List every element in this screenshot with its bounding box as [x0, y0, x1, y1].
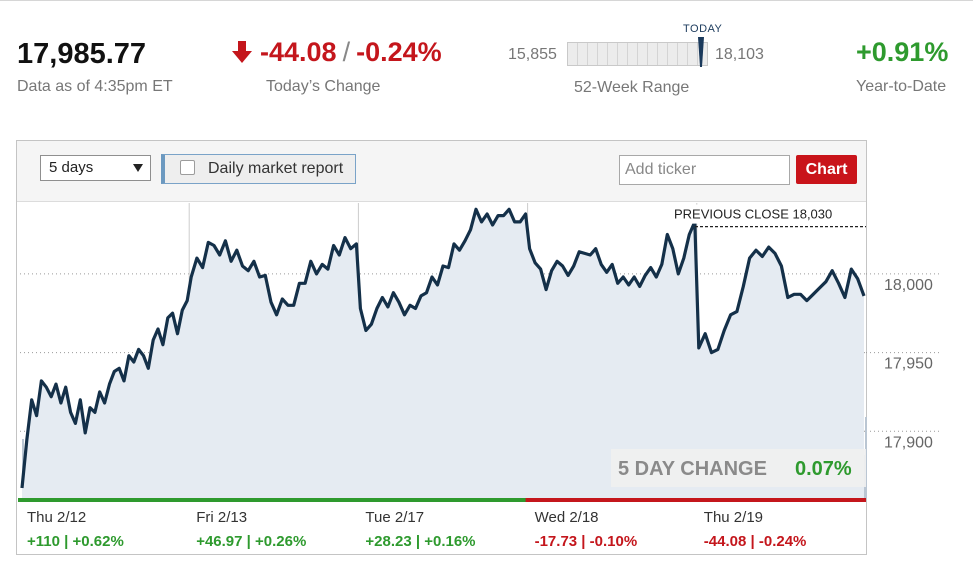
five-day-change-bg	[611, 449, 866, 487]
day-change: +28.23 | +0.16%	[365, 533, 475, 550]
change-separator: /	[342, 37, 351, 67]
price-line	[20, 207, 866, 489]
top-divider	[0, 0, 973, 1]
previous-close-label: PREVIOUS CLOSE 18,030	[674, 207, 832, 222]
range-high: 18,103	[715, 46, 764, 63]
day-direction-bar	[356, 498, 528, 502]
arrow-down-icon	[232, 41, 252, 63]
five-day-change-value: 0.07%	[795, 458, 852, 480]
day-change: -17.73 | -0.10%	[535, 533, 638, 550]
price-area	[22, 209, 864, 500]
day-direction-bar	[525, 498, 697, 502]
daily-direction-baseline	[18, 498, 866, 502]
day-direction-bar	[694, 498, 866, 502]
y-tick-label: 17,950	[884, 356, 933, 373]
daily-report-checkbox[interactable]	[180, 160, 195, 175]
y-tick-label: 17,900	[884, 434, 933, 451]
range-label: 52-Week Range	[574, 79, 690, 96]
chart-button[interactable]: Chart	[796, 155, 857, 184]
ytd-label: Year-to-Date	[856, 78, 947, 95]
change-percent: -0.24%	[356, 37, 442, 67]
day-change: +110 | +0.62%	[27, 533, 124, 550]
range-low: 15,855	[508, 46, 557, 63]
day-summaries: Thu 2/12 +110 | +0.62% Fri 2/13 +46.97 | +0…	[27, 509, 806, 550]
day-change: +46.97 | +0.26%	[196, 533, 306, 550]
day-change: -44.08 | -0.24%	[704, 533, 807, 550]
daily-report-label[interactable]: Daily market report	[208, 160, 344, 177]
five-day-change-label: 5 DAY CHANGE	[618, 458, 767, 480]
change-value: -44.08	[260, 37, 337, 67]
day-label: Thu 2/12	[27, 509, 86, 526]
range-today-label: TODAY	[683, 23, 723, 35]
previous-close-label-bg	[669, 204, 862, 224]
day-label: Thu 2/19	[704, 509, 763, 526]
day-label: Tue 2/17	[365, 509, 424, 526]
day-direction-bar	[187, 498, 359, 502]
todays-change: -44.08/-0.24%	[232, 37, 442, 68]
add-ticker-input[interactable]	[619, 155, 790, 185]
day-label: Fri 2/13	[196, 509, 247, 526]
day-label: Wed 2/18	[535, 509, 599, 526]
chart-frame	[16, 140, 867, 555]
data-timestamp: Data as of 4:35pm ET	[17, 78, 173, 95]
52-week-range-bar	[567, 42, 708, 66]
ytd-value: +0.91%	[856, 37, 949, 67]
y-axis-ticks: 18,000 17,950 17,900	[884, 277, 933, 451]
chevron-down-icon[interactable]	[133, 164, 143, 172]
index-price: 17,985.77	[17, 38, 147, 70]
day-direction-bar	[18, 498, 190, 502]
period-select[interactable]: 5 days	[40, 155, 151, 181]
todays-change-label: Today’s Change	[266, 78, 381, 95]
range-marker-icon	[698, 37, 704, 67]
y-tick-label: 18,000	[884, 277, 933, 294]
